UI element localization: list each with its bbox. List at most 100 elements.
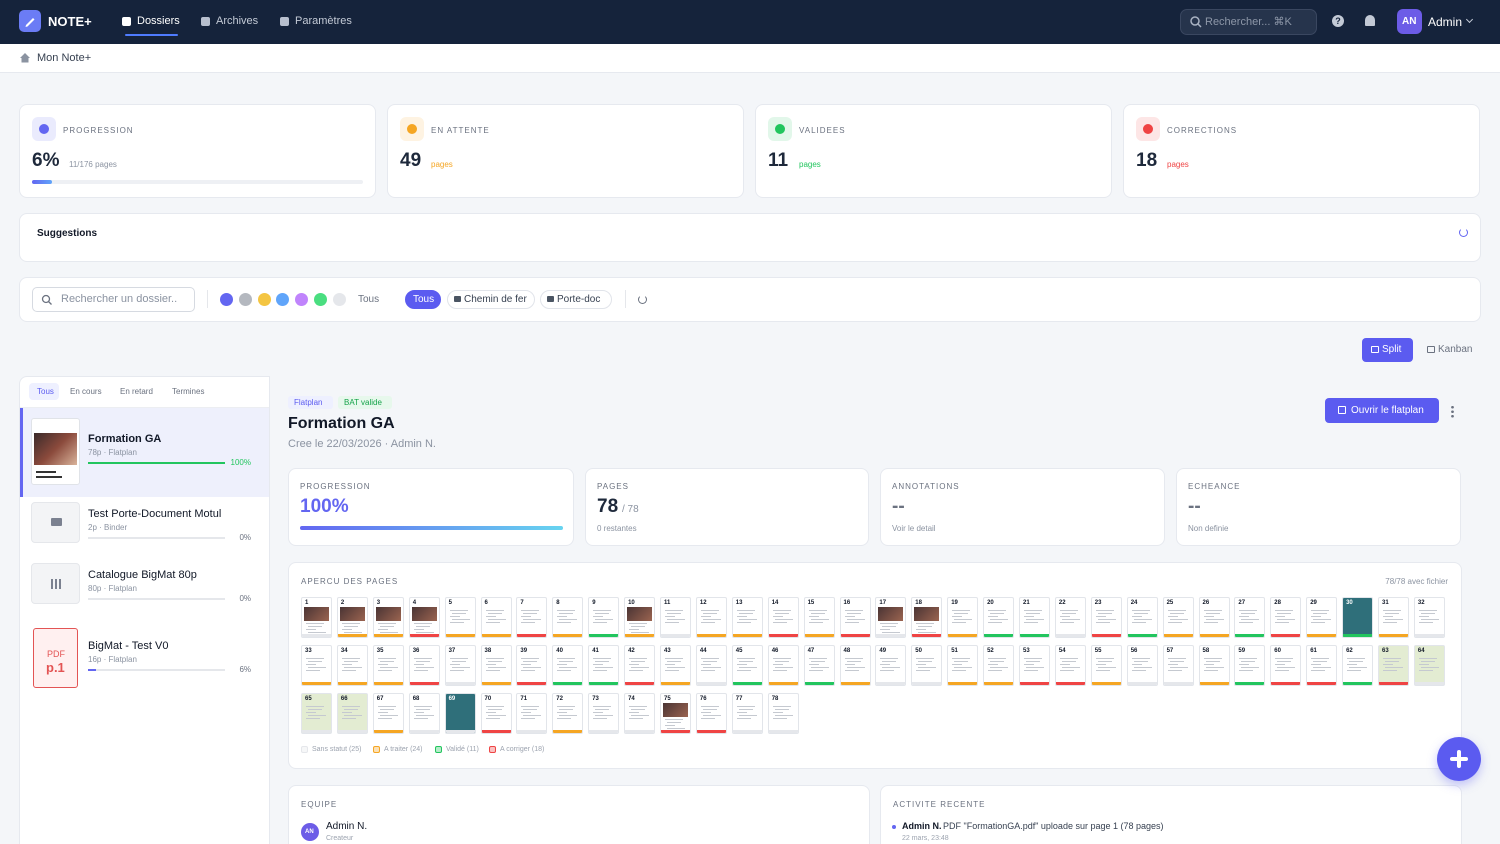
page-thumb[interactable] xyxy=(1090,597,1122,638)
page-thumb[interactable] xyxy=(1126,597,1158,638)
page-thumb[interactable] xyxy=(839,645,871,686)
list-tab[interactable]: En cours xyxy=(70,387,102,396)
page-thumb[interactable] xyxy=(1162,645,1194,686)
page-thumb[interactable] xyxy=(516,693,548,734)
page-thumb[interactable] xyxy=(947,597,979,638)
page-thumb[interactable] xyxy=(552,693,584,734)
page-thumb[interactable] xyxy=(516,597,548,638)
page-thumb[interactable] xyxy=(660,693,691,734)
page-thumb[interactable] xyxy=(911,597,943,638)
page-thumb[interactable] xyxy=(336,693,368,734)
page-thumb[interactable] xyxy=(516,645,548,686)
page-thumb[interactable] xyxy=(444,645,476,686)
fab[interactable] xyxy=(1437,737,1481,781)
color-filter[interactable] xyxy=(314,293,327,306)
page-thumb[interactable] xyxy=(588,597,620,638)
page-thumb[interactable] xyxy=(1019,645,1050,686)
nav-tab[interactable]: Archives xyxy=(216,15,259,27)
page-thumb[interactable] xyxy=(875,597,907,638)
list-tab[interactable]: En retard xyxy=(120,387,153,396)
view-toggle[interactable] xyxy=(1362,338,1413,362)
page-thumb[interactable] xyxy=(1342,645,1374,686)
bell-icon[interactable] xyxy=(1365,15,1375,26)
color-filter[interactable] xyxy=(332,293,346,306)
help-icon[interactable]: ? xyxy=(1332,15,1344,27)
page-thumb[interactable] xyxy=(1198,645,1230,686)
page-thumb[interactable] xyxy=(372,693,404,734)
page-thumb[interactable] xyxy=(480,597,512,638)
page-thumb[interactable] xyxy=(588,693,620,734)
color-filter[interactable] xyxy=(257,293,271,306)
page-thumb[interactable] xyxy=(731,693,763,734)
page-thumb[interactable] xyxy=(624,597,656,638)
page-thumb[interactable] xyxy=(1413,597,1445,638)
page-thumb[interactable] xyxy=(408,597,440,638)
page-thumb[interactable] xyxy=(1019,597,1050,638)
nav-tab[interactable]: Paramètres xyxy=(295,15,352,27)
page-thumb[interactable] xyxy=(875,645,907,686)
page-thumb[interactable] xyxy=(1054,645,1086,686)
page-thumb[interactable] xyxy=(983,597,1015,638)
page-thumb[interactable] xyxy=(408,645,440,686)
page-thumb[interactable] xyxy=(480,645,512,686)
page-thumb[interactable] xyxy=(983,645,1015,686)
page-thumb[interactable] xyxy=(695,645,727,686)
page-thumb[interactable] xyxy=(1090,645,1122,686)
list-tab[interactable]: Termines xyxy=(172,387,205,396)
user-name[interactable]: Admin xyxy=(1428,15,1463,29)
page-thumb[interactable] xyxy=(695,693,727,734)
search-box[interactable] xyxy=(1180,9,1317,35)
page-thumb[interactable] xyxy=(947,645,979,686)
page-thumb[interactable] xyxy=(803,645,835,686)
page-thumb[interactable] xyxy=(624,693,656,734)
page-thumb[interactable] xyxy=(1342,597,1374,638)
page-thumb[interactable] xyxy=(1270,597,1302,638)
page-thumb[interactable] xyxy=(408,693,440,734)
page-thumb[interactable] xyxy=(444,597,476,638)
page-thumb[interactable] xyxy=(1306,645,1338,686)
page-thumb[interactable] xyxy=(336,645,368,686)
page-thumb[interactable] xyxy=(839,597,871,638)
color-filter[interactable] xyxy=(220,293,233,306)
filter-chip[interactable] xyxy=(405,290,441,309)
page-thumb[interactable] xyxy=(767,645,799,686)
page-thumb[interactable] xyxy=(1413,645,1445,686)
folder-search[interactable] xyxy=(32,287,195,312)
page-thumb[interactable] xyxy=(444,693,476,734)
page-thumb[interactable] xyxy=(372,645,404,686)
refresh-icon[interactable] xyxy=(638,295,647,304)
breadcrumb[interactable]: Mon Note+ xyxy=(37,52,92,64)
page-thumb[interactable] xyxy=(480,693,512,734)
page-thumb[interactable] xyxy=(588,645,620,686)
page-thumb[interactable] xyxy=(911,645,943,686)
page-thumb[interactable] xyxy=(1126,645,1158,686)
page-thumb[interactable] xyxy=(803,597,835,638)
color-filter[interactable] xyxy=(238,293,252,306)
page-thumb[interactable] xyxy=(1198,597,1230,638)
refresh-icon[interactable] xyxy=(1459,228,1468,237)
color-filter[interactable] xyxy=(276,293,290,306)
page-thumb[interactable] xyxy=(336,597,368,638)
page-thumb[interactable] xyxy=(624,645,656,686)
page-thumb[interactable] xyxy=(1270,645,1302,686)
page-thumb[interactable] xyxy=(301,693,332,734)
page-thumb[interactable] xyxy=(1054,597,1086,638)
page-thumb[interactable] xyxy=(731,645,763,686)
nav-tab[interactable]: Dossiers xyxy=(137,15,180,27)
page-thumb[interactable] xyxy=(660,597,691,638)
page-thumb[interactable] xyxy=(301,597,332,638)
page-thumb[interactable] xyxy=(1378,645,1409,686)
page-thumb[interactable] xyxy=(372,597,404,638)
page-thumb[interactable] xyxy=(552,645,584,686)
page-thumb[interactable] xyxy=(767,597,799,638)
page-thumb[interactable] xyxy=(1234,597,1266,638)
page-thumb[interactable] xyxy=(1378,597,1409,638)
page-thumb[interactable] xyxy=(1234,645,1266,686)
kebab-menu[interactable] xyxy=(1451,405,1454,418)
page-thumb[interactable] xyxy=(660,645,691,686)
list-tab[interactable]: Tous xyxy=(37,387,54,396)
page-thumb[interactable] xyxy=(1306,597,1338,638)
page-thumb[interactable] xyxy=(1162,597,1194,638)
page-thumb[interactable] xyxy=(767,693,799,734)
page-thumb[interactable] xyxy=(301,645,332,686)
